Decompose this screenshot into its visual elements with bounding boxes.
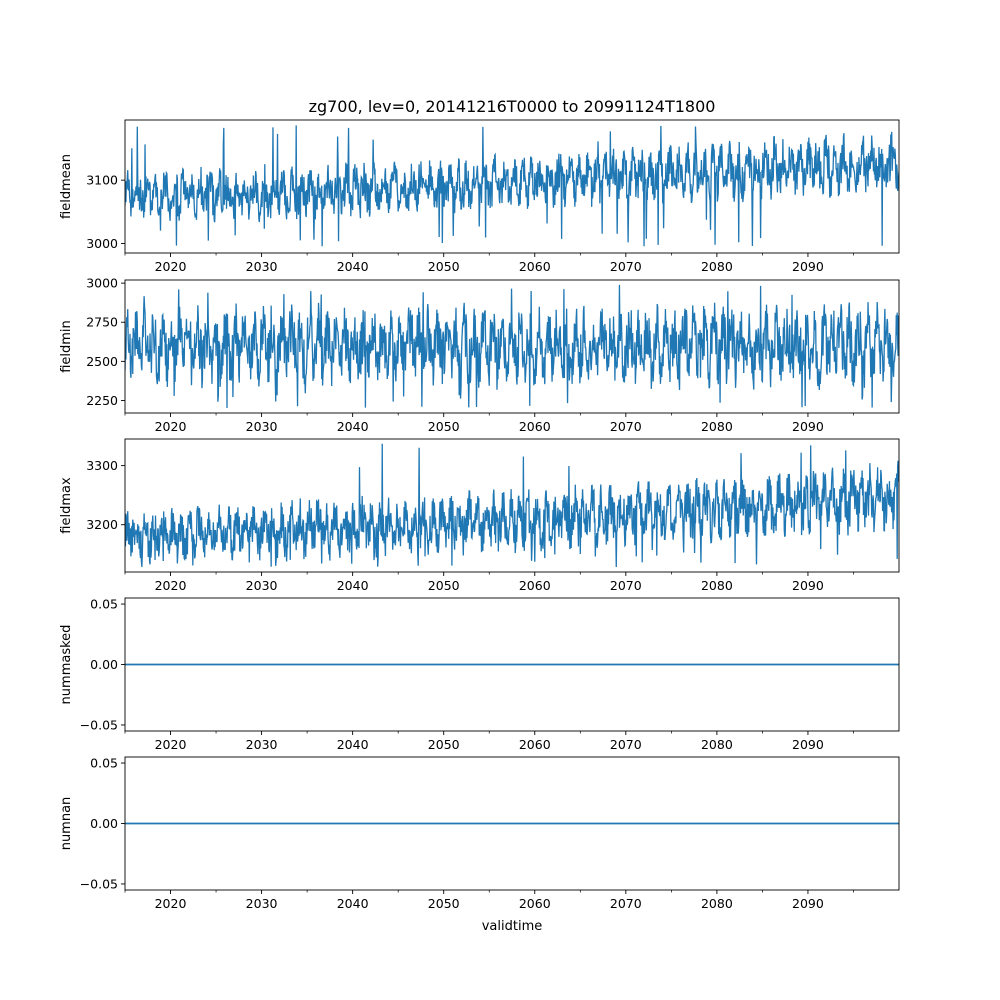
y-tick-label: 3300 — [86, 458, 118, 473]
x-tick-label: 2050 — [428, 419, 460, 434]
x-tick-label: 2020 — [155, 259, 187, 274]
x-tick-label: 2060 — [519, 896, 551, 911]
x-tick-label: 2050 — [428, 737, 460, 752]
x-tick-label: 2030 — [246, 737, 278, 752]
x-tick-label: 2050 — [428, 578, 460, 593]
x-tick-label: 2020 — [155, 896, 187, 911]
y-tick-label: 3200 — [86, 517, 118, 532]
y-tick-label: 3000 — [86, 276, 118, 291]
y-axis-label: nummasked — [59, 625, 74, 705]
series-line-fieldmin — [125, 284, 899, 409]
x-tick-label: 2020 — [155, 737, 187, 752]
x-tick-label: 2050 — [428, 896, 460, 911]
x-tick-label: 2040 — [337, 896, 369, 911]
x-tick-label: 2040 — [337, 259, 369, 274]
x-axis-label: validtime — [482, 919, 543, 934]
x-tick-label: 2070 — [610, 896, 642, 911]
subplot-nummasked: 2020 2030 2040 2050 2060 2070 2080 2090 −0.05 0.0… — [59, 597, 900, 752]
subplot-numnan: 2020 2030 2040 2050 2060 2070 2080 2090 −0.05 0.0… — [59, 756, 900, 911]
axes-frame — [124, 119, 900, 254]
x-tick-label: 2090 — [792, 259, 824, 274]
x-tick-label: 2080 — [701, 419, 733, 434]
y-tick-label: 2500 — [86, 354, 118, 369]
y-tick-label: 2750 — [86, 315, 118, 330]
x-tick-label: 2090 — [792, 896, 824, 911]
series-line-fieldmean — [125, 125, 899, 247]
x-tick-label: 2060 — [519, 419, 551, 434]
x-tick-label: 2030 — [246, 896, 278, 911]
axes-frame — [124, 279, 900, 414]
x-tick-label: 2030 — [246, 578, 278, 593]
x-tick-label: 2090 — [792, 737, 824, 752]
y-tick-label: 0.00 — [90, 816, 118, 831]
subplot-fieldmax: 2020 2030 2040 2050 2060 2070 2080 2090 3200 3300… — [59, 438, 900, 593]
y-tick-label: 3000 — [86, 236, 118, 251]
x-tick-label: 2080 — [701, 578, 733, 593]
x-tick-label: 2070 — [610, 259, 642, 274]
x-tick-label: 2070 — [610, 578, 642, 593]
x-tick-label: 2080 — [701, 896, 733, 911]
x-tick-label: 2090 — [792, 419, 824, 434]
y-tick-label: 3100 — [86, 173, 118, 188]
y-tick-label: 0.00 — [90, 657, 118, 672]
y-axis-label: fieldmean — [59, 154, 74, 219]
subplot-fieldmean: 2020 2030 2040 2050 2060 2070 2080 2090 3000 3100… — [59, 119, 900, 274]
y-axis-label: fieldmax — [59, 477, 74, 534]
x-tick-label: 2020 — [155, 419, 187, 434]
x-tick-label: 2040 — [337, 578, 369, 593]
x-tick-label: 2070 — [610, 737, 642, 752]
x-tick-label: 2030 — [246, 259, 278, 274]
x-tick-label: 2040 — [337, 737, 369, 752]
x-tick-label: 2030 — [246, 419, 278, 434]
axes-frame — [124, 438, 900, 573]
y-tick-label: −0.05 — [80, 876, 118, 891]
x-tick-label: 2090 — [792, 578, 824, 593]
x-tick-label: 2060 — [519, 578, 551, 593]
subplot-stack: 2020 2030 2040 2050 2060 2070 2080 2090 3000 3100… — [59, 119, 900, 911]
x-tick-label: 2060 — [519, 259, 551, 274]
y-axis-label: fieldmin — [59, 320, 74, 373]
x-tick-label: 2080 — [701, 259, 733, 274]
series-line-fieldmax — [125, 443, 899, 567]
subplot-fieldmin: 2020 2030 2040 2050 2060 2070 2080 2090 2250 2500… — [59, 276, 900, 434]
x-tick-label: 2070 — [610, 419, 642, 434]
y-tick-label: 2250 — [86, 393, 118, 408]
y-axis-label: numnan — [59, 797, 74, 851]
x-tick-label: 2060 — [519, 737, 551, 752]
y-tick-label: −0.05 — [80, 717, 118, 732]
x-tick-label: 2020 — [155, 578, 187, 593]
y-tick-label: 0.05 — [90, 597, 118, 612]
x-tick-label: 2040 — [337, 419, 369, 434]
x-tick-label: 2050 — [428, 259, 460, 274]
y-tick-label: 0.05 — [90, 756, 118, 771]
figure-title: zg700, lev=0, 20141216T0000 to 20991124T… — [309, 97, 716, 116]
x-tick-label: 2080 — [701, 737, 733, 752]
